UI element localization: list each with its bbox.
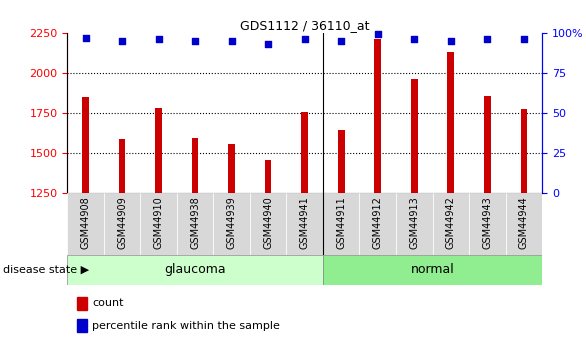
Bar [374, 39, 381, 193]
Text: GSM44944: GSM44944 [519, 196, 529, 249]
Bar [104, 193, 141, 255]
Point [81, 35, 90, 40]
Point [446, 38, 455, 43]
Bar [229, 144, 235, 193]
Point [190, 38, 200, 43]
Bar [506, 193, 542, 255]
Point [373, 32, 383, 37]
Bar [67, 193, 104, 255]
Bar [119, 139, 125, 193]
Point [117, 38, 127, 43]
Bar [265, 160, 271, 193]
Text: GSM44910: GSM44910 [154, 196, 163, 249]
Bar [192, 138, 199, 193]
Bar [250, 193, 287, 255]
Bar [77, 297, 87, 310]
Bar [359, 193, 396, 255]
Text: GSM44908: GSM44908 [81, 196, 91, 249]
Text: GSM44943: GSM44943 [482, 196, 492, 249]
Bar [323, 255, 542, 285]
Text: GSM44911: GSM44911 [336, 196, 346, 249]
Text: GSM44942: GSM44942 [446, 196, 456, 249]
Text: percentile rank within the sample: percentile rank within the sample [92, 321, 280, 331]
Text: GSM44940: GSM44940 [263, 196, 273, 249]
Point [410, 37, 419, 42]
Point [336, 38, 346, 43]
Point [154, 37, 163, 42]
Bar [213, 193, 250, 255]
Bar [448, 52, 454, 193]
Text: GSM44939: GSM44939 [227, 196, 237, 249]
Text: GSM44913: GSM44913 [409, 196, 419, 249]
Text: normal: normal [411, 264, 454, 276]
Text: GSM44941: GSM44941 [299, 196, 310, 249]
Point [300, 37, 309, 42]
Bar [67, 255, 323, 285]
Bar [520, 109, 527, 193]
Text: GSM44938: GSM44938 [190, 196, 200, 249]
Bar [77, 319, 87, 332]
Text: GSM44912: GSM44912 [373, 196, 383, 249]
Bar [338, 130, 345, 193]
Bar [287, 193, 323, 255]
Point [264, 41, 273, 47]
Text: glaucoma: glaucoma [164, 264, 226, 276]
Text: GSM44909: GSM44909 [117, 196, 127, 249]
Bar [396, 193, 432, 255]
Point [519, 37, 529, 42]
Point [483, 37, 492, 42]
Bar [141, 193, 177, 255]
Title: GDS1112 / 36110_at: GDS1112 / 36110_at [240, 19, 369, 32]
Bar [432, 193, 469, 255]
Bar [155, 108, 162, 193]
Bar [411, 79, 418, 193]
Text: count: count [92, 298, 124, 308]
Bar [83, 97, 89, 193]
Bar [177, 193, 213, 255]
Bar [469, 193, 506, 255]
Bar [301, 112, 308, 193]
Bar [484, 96, 490, 193]
Text: disease state ▶: disease state ▶ [3, 265, 89, 275]
Bar [323, 193, 359, 255]
Point [227, 38, 236, 43]
